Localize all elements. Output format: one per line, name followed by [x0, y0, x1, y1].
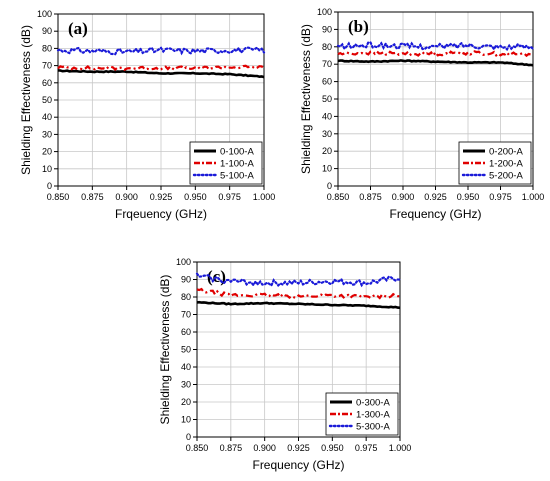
chart-panel-3: 0.850 0.875 0.900 0.925 0.950 0.975 1.000 0 10 20…	[158, 257, 411, 472]
y-tick-label: 0	[327, 181, 332, 191]
series-line-2	[337, 50, 534, 58]
y-tick-label: 70	[322, 59, 332, 69]
x-tick-label: 0.850	[47, 192, 70, 202]
x-tick-label: 0.950	[457, 192, 480, 202]
x-tick-label: 0.875	[81, 192, 104, 202]
legend-label: 1-100-A	[220, 159, 254, 170]
series-line-3	[56, 45, 266, 56]
x-tick-label: 0.975	[489, 192, 512, 202]
legend-label: 5-100-A	[220, 171, 254, 182]
y-tick-label: 20	[181, 397, 191, 407]
x-tick-label: 0.925	[287, 443, 310, 453]
series-line-3	[195, 272, 402, 288]
series-line-1	[337, 59, 534, 67]
y-tick-label: 90	[181, 275, 191, 285]
x-tick-label: 0.875	[220, 443, 243, 453]
series-line-2	[57, 64, 265, 72]
legend-label: 0-100-A	[220, 147, 254, 158]
y-tick-label: 10	[181, 415, 191, 425]
x-tick-label: 0.975	[218, 192, 241, 202]
series-line-3	[336, 41, 535, 52]
series-line-2	[196, 287, 401, 300]
panel-label: (a)	[68, 19, 88, 38]
x-tick-label: 0.900	[392, 192, 415, 202]
x-axis-title: Frequency (GHz)	[389, 207, 481, 221]
y-tick-label: 30	[42, 129, 52, 139]
y-tick-label: 30	[181, 380, 191, 390]
y-tick-label: 20	[42, 147, 52, 157]
x-tick-label: 0.975	[355, 443, 378, 453]
legend: 0-300-A1-300-A5-300-A	[325, 392, 399, 436]
x-tick-label: 1.000	[253, 192, 276, 202]
chart-panel-1: 0.850 0.875 0.900 0.925 0.950 0.975 1.000 0 10 20…	[19, 9, 275, 221]
y-tick-label: 80	[322, 42, 332, 52]
x-tick-label: 0.950	[321, 443, 344, 453]
legend-label: 0-300-A	[356, 398, 390, 409]
y-tick-label: 20	[322, 146, 332, 156]
y-axis-title: Shielding Effectiveness (dB)	[158, 275, 172, 425]
x-tick-label: 0.875	[359, 192, 382, 202]
y-tick-label: 80	[181, 292, 191, 302]
y-tick-label: 60	[42, 78, 52, 88]
legend: 0-200-A1-200-A5-200-A	[458, 141, 532, 185]
y-tick-label: 90	[322, 24, 332, 34]
y-tick-label: 10	[42, 164, 52, 174]
y-tick-label: 60	[181, 327, 191, 337]
y-tick-label: 30	[322, 129, 332, 139]
x-axis-title: Frequency (GHz)	[252, 458, 344, 472]
x-tick-label: 0.925	[150, 192, 173, 202]
y-tick-label: 80	[42, 43, 52, 53]
y-axis-title: Shielding Effectiveness (dB)	[299, 24, 313, 174]
legend: 0-100-A1-100-A5-100-A	[189, 141, 263, 185]
y-tick-label: 0	[186, 432, 191, 442]
y-tick-label: 100	[176, 257, 191, 267]
x-tick-label: 0.850	[327, 192, 350, 202]
legend-label: 1-300-A	[356, 410, 390, 421]
y-tick-label: 100	[317, 7, 332, 17]
series-line-1	[57, 69, 265, 79]
x-tick-label: 0.925	[424, 192, 447, 202]
legend-label: 0-200-A	[489, 147, 523, 158]
series-line-1	[196, 300, 401, 310]
x-tick-label: 0.950	[184, 192, 207, 202]
y-tick-label: 0	[47, 181, 52, 191]
legend-label: 5-200-A	[489, 171, 523, 182]
x-tick-label: 0.850	[186, 443, 209, 453]
y-tick-label: 50	[42, 95, 52, 105]
x-tick-label: 1.000	[389, 443, 412, 453]
y-tick-label: 10	[322, 164, 332, 174]
y-tick-label: 100	[37, 9, 52, 19]
y-tick-label: 40	[181, 362, 191, 372]
x-tick-label: 0.900	[253, 443, 276, 453]
y-axis-title: Shielding Effectiveness (dB)	[19, 25, 33, 175]
x-tick-label: 0.900	[115, 192, 138, 202]
x-tick-label: 1.000	[522, 192, 545, 202]
chart-panel-2: 0.850 0.875 0.900 0.925 0.950 0.975 1.000 0 10 20…	[299, 7, 544, 221]
panel-label: (b)	[348, 17, 369, 36]
y-tick-label: 70	[181, 310, 191, 320]
legend-label: 1-200-A	[489, 159, 523, 170]
y-tick-label: 40	[42, 112, 52, 122]
x-axis-title: Frqeuency (GHz)	[115, 207, 207, 221]
legend-label: 5-300-A	[356, 422, 390, 433]
y-tick-label: 90	[42, 26, 52, 36]
y-tick-label: 40	[322, 111, 332, 121]
y-tick-label: 60	[322, 77, 332, 87]
y-tick-label: 70	[42, 61, 52, 71]
y-tick-label: 50	[322, 94, 332, 104]
y-tick-label: 50	[181, 345, 191, 355]
